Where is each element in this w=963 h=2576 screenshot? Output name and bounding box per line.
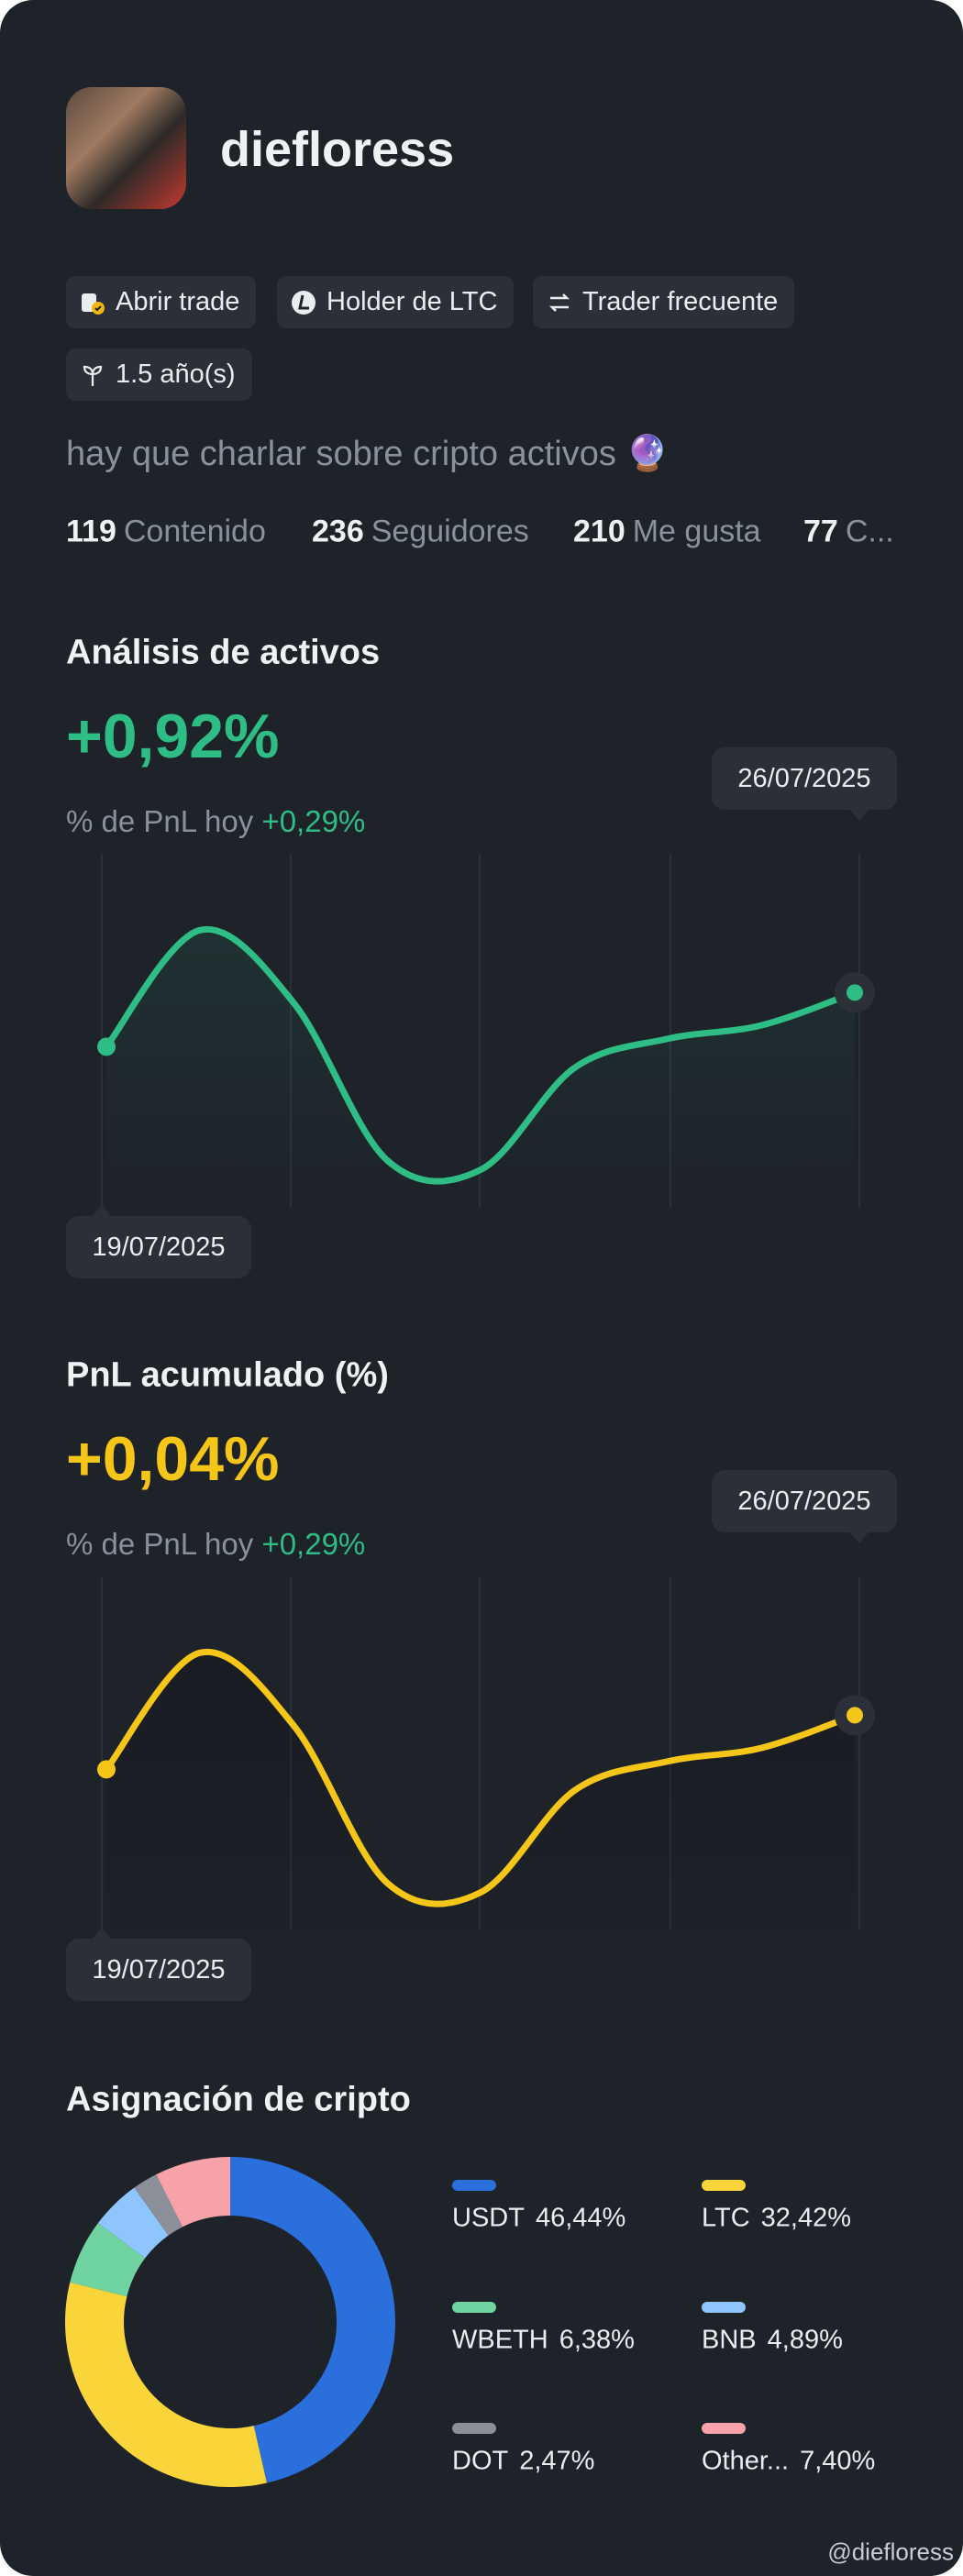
stat-value: 119 (66, 514, 116, 549)
badge-text: 1.5 año(s) (116, 359, 236, 389)
area (106, 1652, 855, 1930)
username: diefloress (220, 122, 455, 177)
legend-value: 6,38% (559, 2325, 635, 2355)
stat-value: 236 (312, 514, 364, 549)
tooltip-pointer (93, 1928, 111, 1939)
section-title: PnL acumulado (%) (66, 1355, 389, 1395)
donut-slice (97, 2187, 169, 2259)
subtitle-value: +0,29% (261, 1527, 366, 1561)
subtitle-value: +0,29% (261, 804, 366, 838)
headline: +0,04% (66, 1424, 280, 1494)
stat-value: 210 (573, 514, 625, 549)
legend-swatch (452, 2302, 496, 2313)
stat[interactable]: 210 Me gusta (573, 514, 761, 550)
line (103, 1648, 858, 1907)
badge[interactable]: Holder de LTC (277, 276, 515, 328)
stat[interactable]: 236 Seguidores (312, 514, 529, 550)
badge-icon (548, 293, 570, 312)
legend-label: USDT (452, 2203, 525, 2233)
legend-label: DOT (452, 2446, 509, 2476)
legend-value: 4,89% (767, 2325, 843, 2355)
end-point (847, 984, 863, 1001)
end-point (847, 1707, 863, 1724)
start-date-tooltip: 19/07/2025 (66, 1939, 251, 2001)
donut-slice (230, 2157, 395, 2483)
stat-value: 77 (803, 514, 838, 549)
end-date-tooltip: 26/07/2025 (712, 747, 897, 810)
legend-swatch (702, 2423, 746, 2434)
tooltip-pointer (93, 1205, 111, 1216)
subtitle: % de PnL hoy +0,29% (66, 804, 365, 839)
tooltip-pointer (850, 1532, 869, 1543)
legend-entry: BNB 4,89% (702, 2326, 843, 2356)
area (106, 929, 855, 1208)
legend-label: WBETH (452, 2325, 548, 2355)
legend-swatch (452, 2180, 496, 2191)
watermark: @diefloress (827, 2537, 954, 2566)
badge-text: Holder de LTC (327, 287, 498, 316)
legend-value: 46,44% (535, 2203, 626, 2233)
stat-label: C... (845, 514, 894, 549)
legend-value: 2,47% (519, 2446, 595, 2476)
headline: +0,92% (66, 702, 280, 771)
legend-entry: LTC 32,42% (702, 2204, 851, 2234)
legend-label: LTC (702, 2203, 750, 2233)
section-title: Análisis de activos (66, 633, 381, 672)
legend-entry: DOT 2,47% (452, 2447, 594, 2477)
line (103, 925, 858, 1185)
subtitle: % de PnL hoy +0,29% (66, 1527, 365, 1562)
badge-icon (83, 365, 103, 386)
legend-label: Other... (702, 2446, 790, 2476)
legend-value: 7,40% (800, 2446, 876, 2476)
badge-text: Trader frecuente (582, 287, 779, 316)
badge-text: Abrir trade (116, 287, 240, 316)
subtitle-label: % de PnL hoy (66, 1527, 254, 1561)
bio: hay que charlar sobre cripto activos 🔮 (66, 435, 670, 473)
legend-label: BNB (702, 2325, 757, 2355)
badge[interactable]: Abrir trade (66, 276, 257, 328)
legend-value: 32,42% (760, 2203, 851, 2233)
badge[interactable]: Trader frecuente (533, 276, 795, 328)
start-point (97, 1037, 116, 1056)
donut-slice (65, 2282, 267, 2487)
end-date-tooltip: 26/07/2025 (712, 1470, 897, 1532)
subtitle-label: % de PnL hoy (66, 804, 254, 838)
donut-slice (70, 2223, 146, 2297)
tooltip-pointer (850, 810, 869, 821)
legend-entry: WBETH 6,38% (452, 2326, 635, 2356)
donut-slice (134, 2174, 183, 2236)
legend-entry: USDT 46,44% (452, 2204, 625, 2234)
badge-icon (292, 290, 315, 315)
legend-swatch (452, 2423, 496, 2434)
donut-slice (156, 2157, 230, 2228)
legend-swatch (702, 2302, 746, 2313)
legend-swatch (702, 2180, 746, 2191)
section-title: Asignación de cripto (66, 2080, 411, 2119)
start-point (97, 1760, 116, 1779)
stat-label: Me gusta (632, 514, 761, 549)
start-date-tooltip: 19/07/2025 (66, 1216, 251, 1278)
stat-label: Contenido (123, 514, 266, 549)
stat-label: Seguidores (371, 514, 529, 549)
legend-entry: Other... 7,40% (702, 2447, 875, 2477)
badge-icon (82, 293, 105, 315)
stat[interactable]: 119 Contenido (66, 514, 266, 550)
avatar[interactable] (66, 87, 186, 209)
badge[interactable]: 1.5 año(s) (66, 348, 252, 401)
stat[interactable]: 77 C... (803, 514, 894, 550)
